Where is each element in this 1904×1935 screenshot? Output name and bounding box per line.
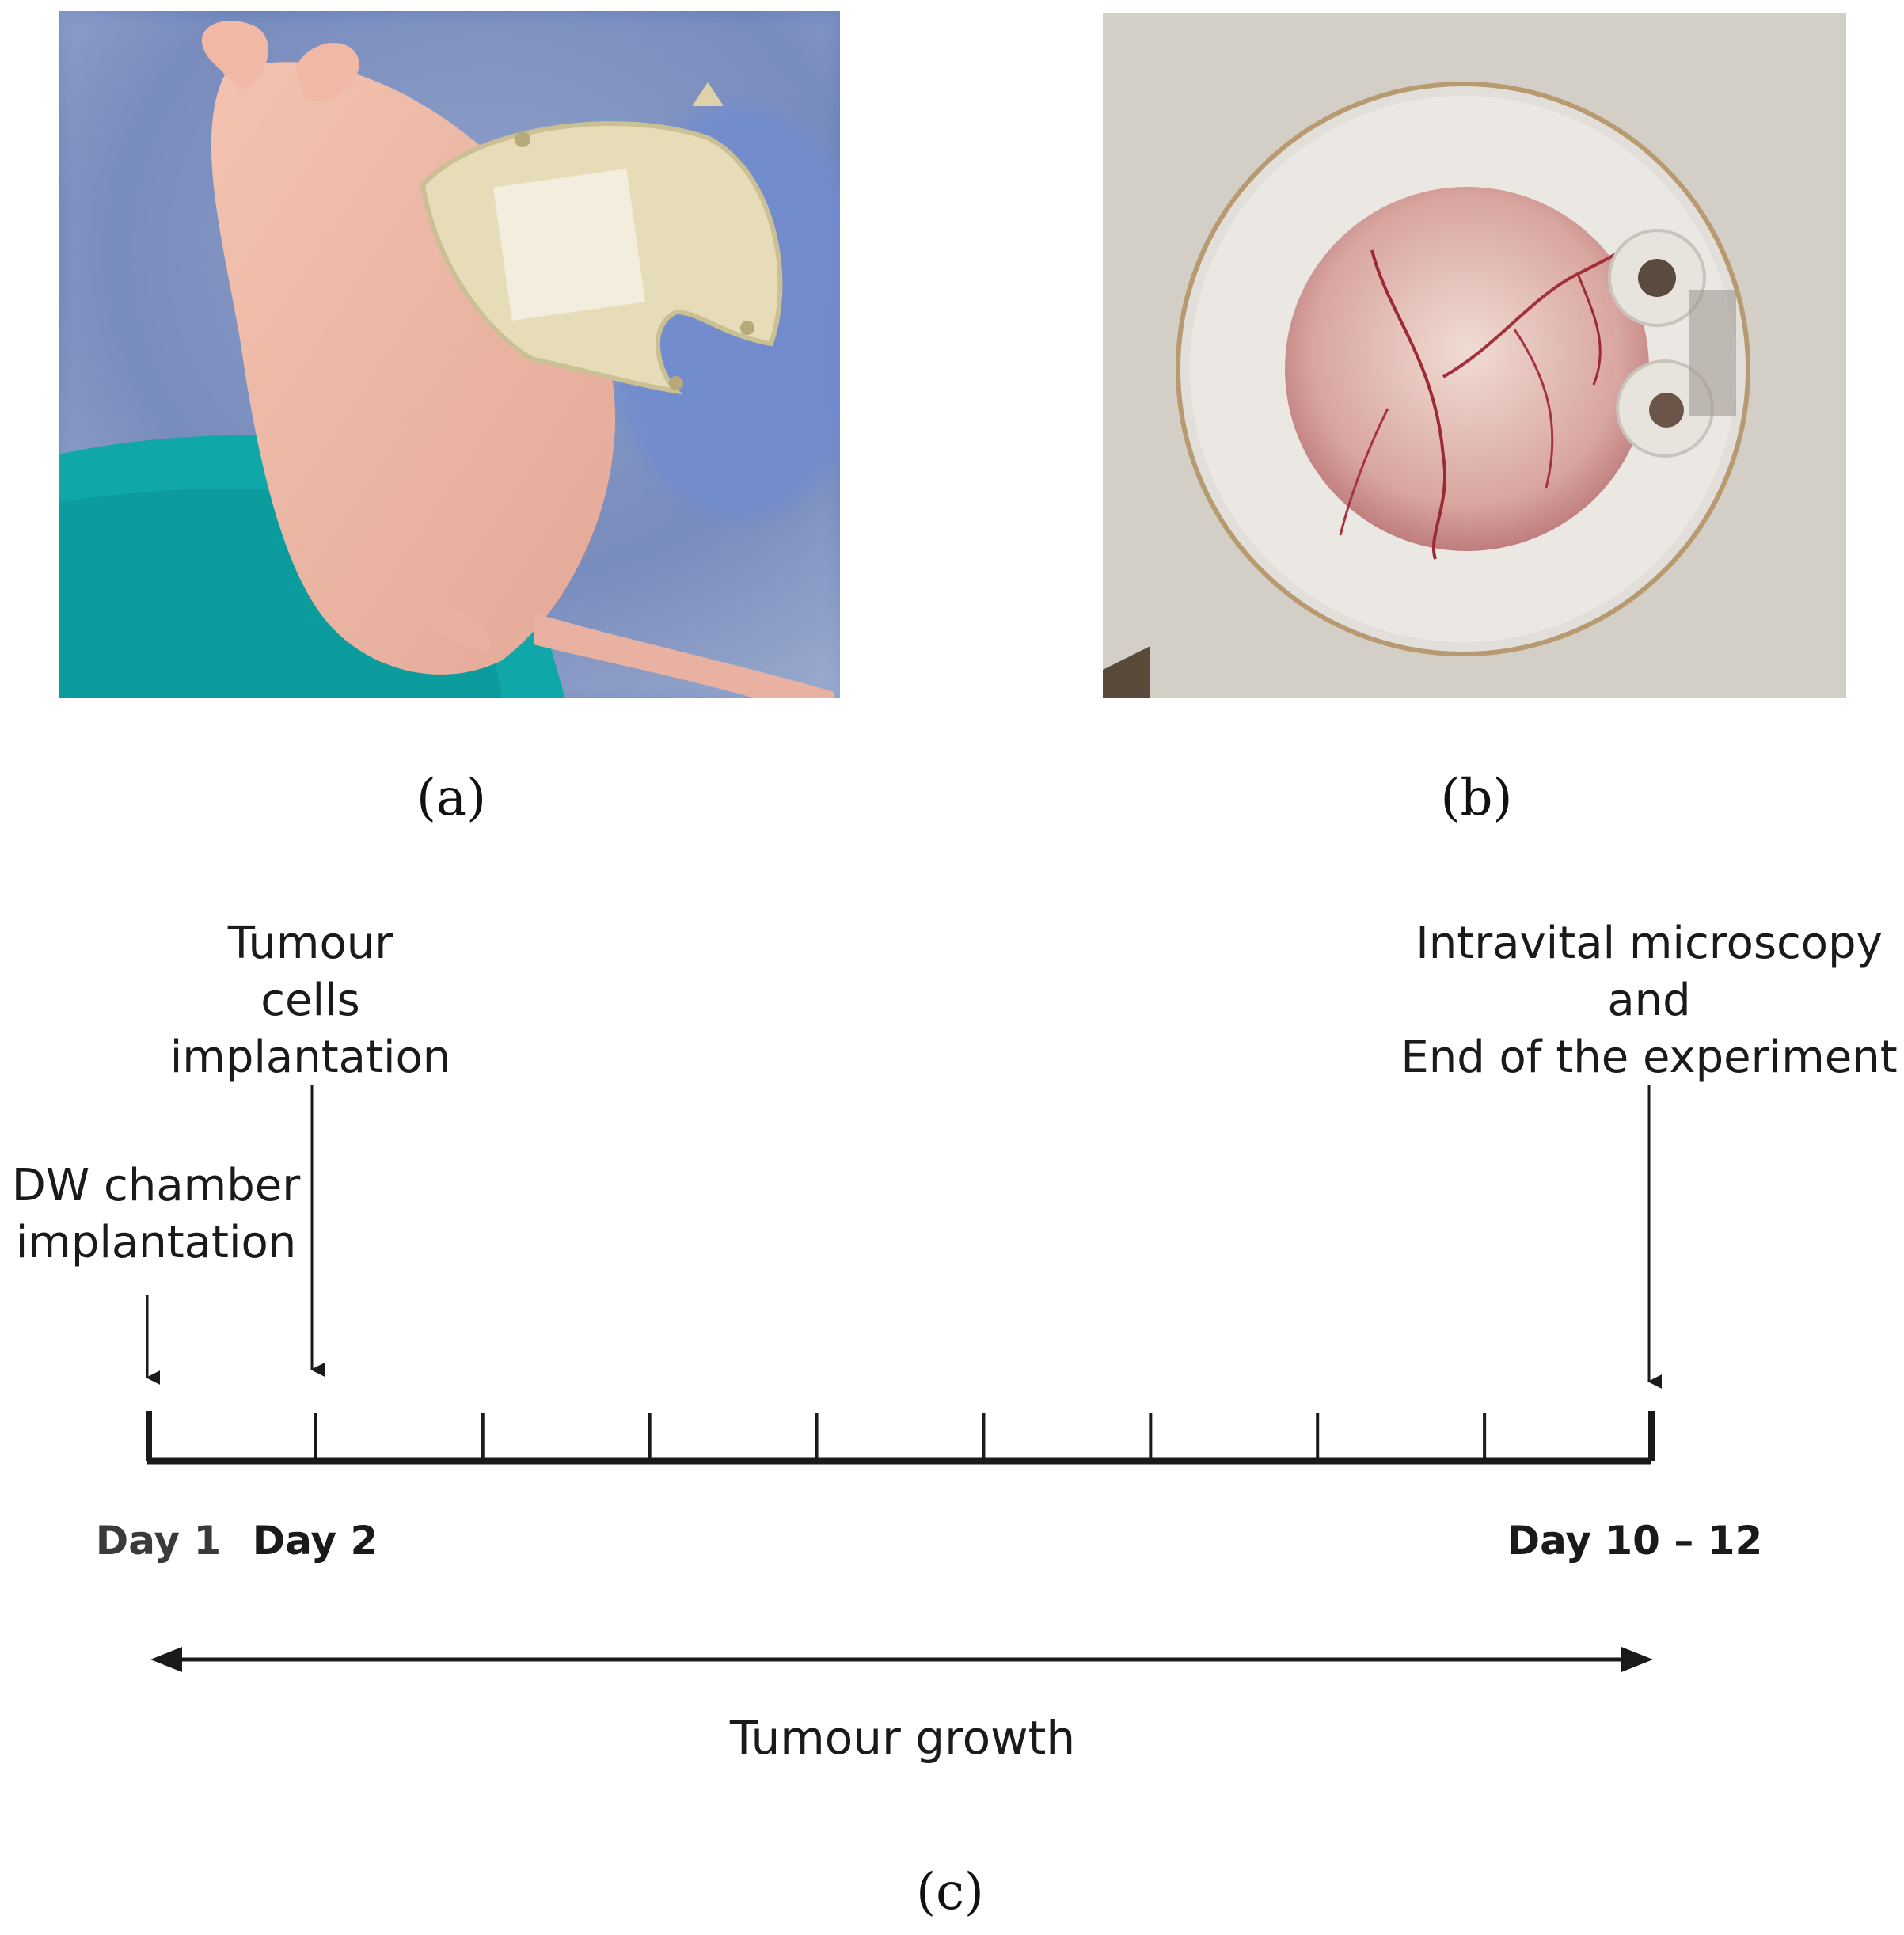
growth-arrowhead-left: [150, 1647, 182, 1672]
event-tumour-line-2: cells: [260, 975, 360, 1026]
timeline-ticks: [146, 1411, 1655, 1461]
event-label-intravital: Intravital microscopy and End of the exp…: [1400, 918, 1897, 1083]
panel-label-a: (a): [416, 769, 487, 827]
day-label-end: Day 10 – 12: [1507, 1518, 1763, 1564]
day-label-1: Day 1: [96, 1518, 222, 1564]
day-label-2: Day 2: [253, 1518, 378, 1564]
event-intravital-line-3: End of the experiment: [1400, 1032, 1897, 1083]
event-label-dw: DW chamber implantation: [12, 1160, 301, 1268]
timeline-diagram: Tumour cells implantation Intravital mic…: [12, 918, 1898, 1765]
photo-a-mouse-with-chamber: [59, 11, 840, 698]
panel-label-b: (b): [1440, 769, 1513, 827]
event-tumour-line-3: implantation: [170, 1032, 451, 1083]
event-dw-line-1: DW chamber: [12, 1160, 301, 1211]
growth-arrowhead-right: [1621, 1647, 1653, 1672]
panel-label-c: (c): [916, 1863, 984, 1922]
growth-label: Tumour growth: [729, 1711, 1075, 1765]
event-dw-line-2: implantation: [16, 1217, 297, 1268]
event-intravital-line-1: Intravital microscopy: [1416, 918, 1883, 969]
event-label-tumour: Tumour cells implantation: [170, 918, 451, 1083]
photo-b-chamber-window: [1103, 13, 1846, 698]
event-tumour-line-1: Tumour: [227, 918, 394, 969]
event-intravital-line-2: and: [1607, 975, 1690, 1026]
